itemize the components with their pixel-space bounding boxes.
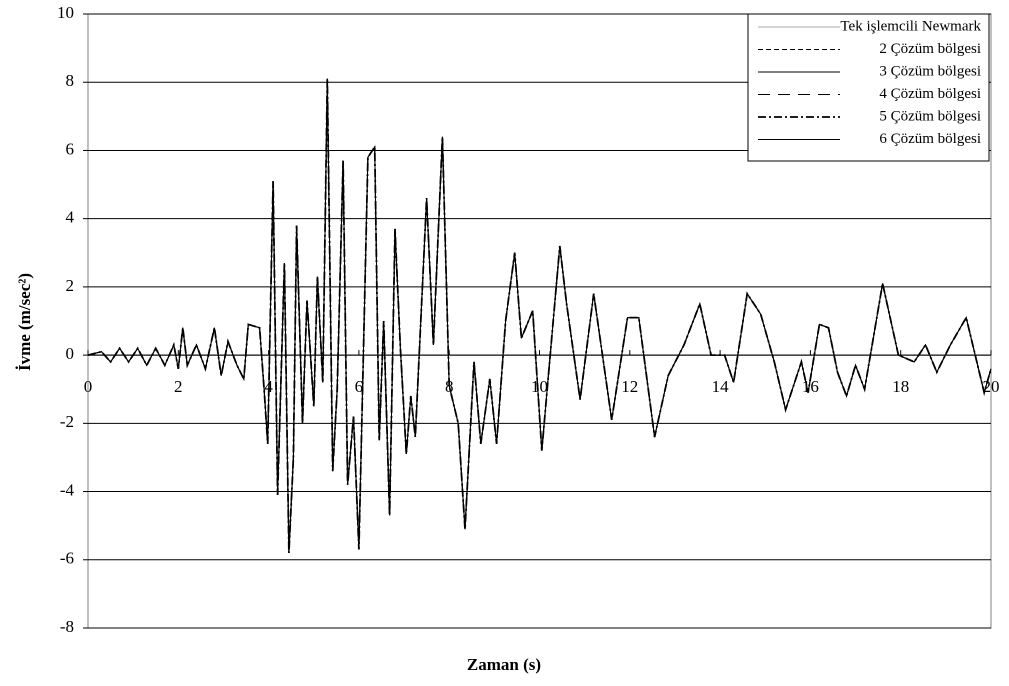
y-tick-label: 8 <box>66 71 75 90</box>
legend-label: 2 Çözüm bölgesi <box>879 41 981 57</box>
y-tick-label: -2 <box>60 412 74 431</box>
y-tick-label: 6 <box>66 139 75 158</box>
x-tick-label: 14 <box>712 377 730 396</box>
x-tick-label: 12 <box>621 377 638 396</box>
legend-label: Tek işlemcili Newmark <box>840 18 981 34</box>
legend-label: 6 Çözüm bölgesi <box>879 131 981 147</box>
y-tick-label: 2 <box>66 276 75 295</box>
x-tick-label: 2 <box>174 377 183 396</box>
x-tick-label: 0 <box>84 377 93 396</box>
x-tick-label: 10 <box>531 377 548 396</box>
series-line <box>87 78 992 554</box>
y-tick-label: 0 <box>66 344 75 363</box>
x-tick-label: 6 <box>355 377 364 396</box>
legend-label: 3 Çözüm bölgesi <box>879 63 981 79</box>
y-tick-label: 10 <box>57 3 74 22</box>
y-tick-label: -4 <box>60 480 75 499</box>
x-axis-label: Zaman (s) <box>467 655 541 674</box>
legend-box <box>747 13 990 162</box>
x-tick-label: 18 <box>892 377 909 396</box>
y-tick-label: -6 <box>60 549 74 568</box>
y-axis-label: İvme (m/sec²) <box>15 273 34 371</box>
y-tick-label: -8 <box>60 617 74 636</box>
y-tick-label: 4 <box>66 208 75 227</box>
legend-label: 4 Çözüm bölgesi <box>879 86 981 102</box>
legend-label: 5 Çözüm bölgesi <box>879 108 981 124</box>
